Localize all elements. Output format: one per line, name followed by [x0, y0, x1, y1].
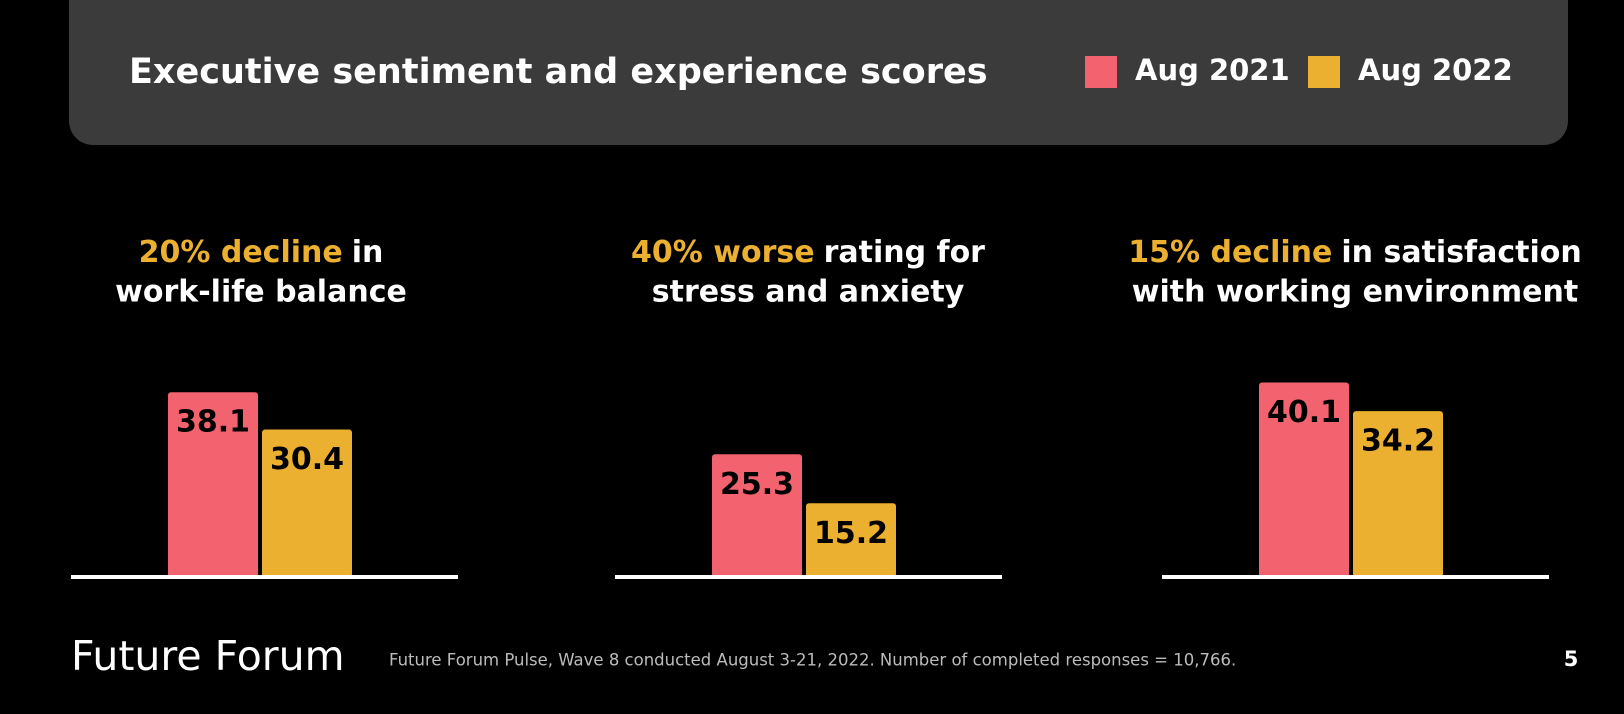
- value-label: 34.2: [1361, 424, 1435, 459]
- value-label: 30.4: [270, 442, 344, 477]
- title-highlight: 15% decline: [1128, 235, 1332, 270]
- title-highlight: 40% worse: [631, 235, 815, 270]
- bar-chart: 20% decline in work-life balance 38.1 30.4: [71, 235, 458, 579]
- chart-title: work-life balance: [115, 275, 407, 310]
- bar: [806, 503, 896, 577]
- bar: [1353, 411, 1443, 577]
- title-highlight: 20% decline: [139, 235, 343, 270]
- value-label: 40.1: [1267, 395, 1341, 430]
- header-title: Executive sentiment and experience score…: [129, 52, 988, 92]
- chart-title: with working environment: [1132, 275, 1578, 310]
- legend: Aug 2021 Aug 2022: [1085, 53, 1513, 88]
- bar: [262, 429, 352, 577]
- bar: [712, 454, 802, 577]
- value-label: 38.1: [176, 405, 250, 440]
- charts: 20% decline in work-life balance 38.1 30.4 40…: [71, 235, 1582, 579]
- source-note: Future Forum Pulse, Wave 8 conducted Aug…: [389, 651, 1236, 670]
- bar: [1259, 382, 1349, 577]
- chart-title: 20% decline in: [139, 235, 384, 270]
- page-number: 5: [1564, 647, 1579, 671]
- chart-title: stress and anxiety: [652, 275, 965, 310]
- title-text: in satisfaction: [1341, 235, 1581, 270]
- value-label: 15.2: [814, 516, 888, 551]
- logo: Future Forum: [71, 632, 345, 680]
- bar-chart: 15% decline in satisfaction with working e…: [1128, 235, 1582, 579]
- value-label: 25.3: [720, 467, 794, 502]
- header-panel: [69, 0, 1568, 145]
- legend-swatch: [1308, 56, 1340, 88]
- legend-swatch: [1085, 56, 1117, 88]
- bar: [168, 392, 258, 577]
- chart-title: 40% worse rating for: [631, 235, 985, 270]
- title-text: rating for: [824, 235, 986, 270]
- legend-label: Aug 2022: [1358, 53, 1513, 87]
- bar-chart: 40% worse rating for stress and anxiety 25.…: [615, 235, 1002, 579]
- title-text: in: [352, 235, 384, 270]
- chart-title: 15% decline in satisfaction: [1128, 235, 1581, 270]
- legend-label: Aug 2021: [1135, 53, 1290, 87]
